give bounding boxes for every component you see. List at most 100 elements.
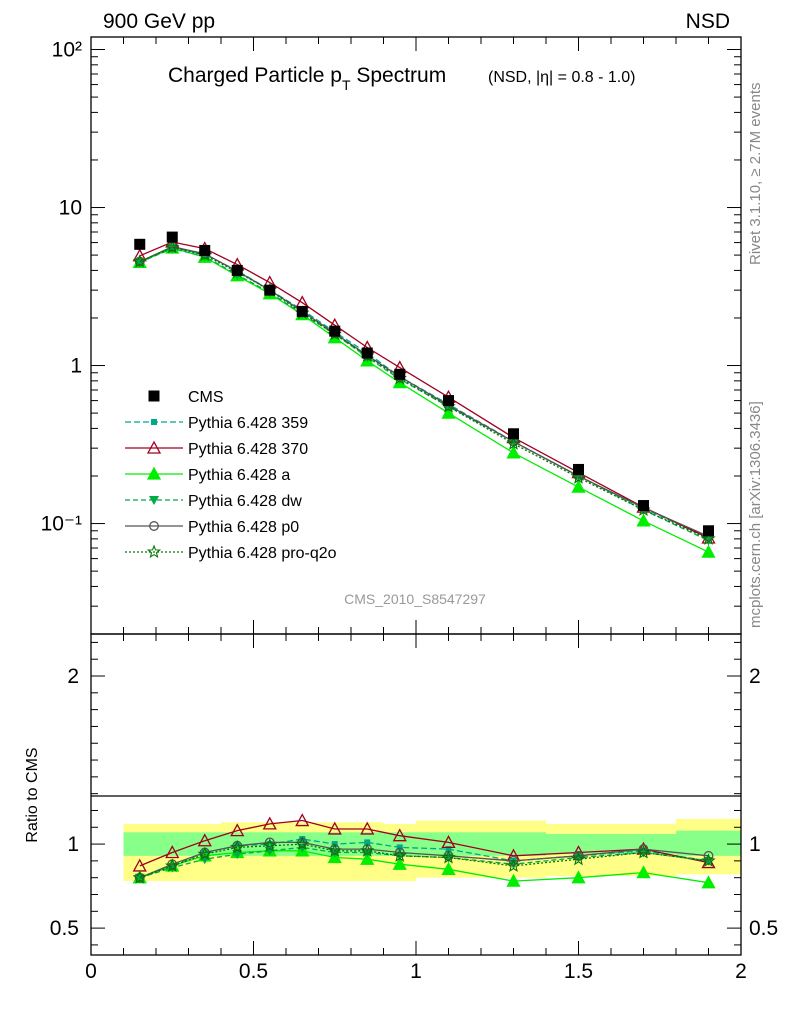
series-point-pythia-6-428-a <box>506 445 521 459</box>
x-tick-label: 2 <box>735 960 747 983</box>
series-point-pythia-6-428-pro-q2o <box>571 470 586 484</box>
y-tick-label: 1 <box>70 355 82 378</box>
x-tick-label: 0.5 <box>239 960 268 983</box>
legend-marker-pythia-6-428-p0 <box>149 521 159 531</box>
ratio-point-pythia-6-428-dw <box>264 846 275 856</box>
ratio-line-pythia-6-428-a <box>139 850 709 884</box>
data-point-cms <box>508 428 519 440</box>
ratio-point-pythia-6-428-370 <box>230 823 245 837</box>
data-point-cms <box>361 347 373 359</box>
ratio-point-pythia-6-428-p0 <box>638 844 649 855</box>
series-point-pythia-6-428-a <box>571 479 586 493</box>
ratio-point-pythia-6-428-p0 <box>508 855 519 866</box>
data-point-cms <box>199 244 211 256</box>
legend-marker-pythia-6-428-dw <box>149 496 159 505</box>
series-point-pythia-6-428-pro-q2o <box>132 254 147 268</box>
ratio-point-pythia-6-428-359 <box>396 844 403 851</box>
ratio-marks <box>132 813 716 889</box>
ratio-point-pythia-6-428-370 <box>262 816 277 830</box>
band-inner <box>481 832 546 856</box>
ratio-point-pythia-6-428-pro-q2o <box>441 849 456 864</box>
ratio-panel: 0.5 0.5 1 1 2 2 0 0.5 1 1.5 2 Ratio to CMS <box>24 633 778 983</box>
ratio-line-pythia-6-428-p0 <box>139 841 709 879</box>
band-inner <box>416 832 481 856</box>
data-point-cms <box>573 463 584 475</box>
band-inner <box>123 832 156 856</box>
legend-label-pythia-6-428-359: Pythia 6.428 359 <box>188 415 308 432</box>
ratio-point-pythia-6-428-a <box>636 865 651 879</box>
ratio-point-pythia-6-428-a <box>360 851 375 865</box>
series-point-pythia-6-428-pro-q2o <box>701 531 716 545</box>
ratio-line-pythia-6-428-dw <box>139 846 709 879</box>
legend-marker-pythia-6-428-370 <box>146 440 162 454</box>
ratio-point-pythia-6-428-pro-q2o <box>165 858 180 873</box>
series-point-pythia-6-428-a <box>441 405 456 419</box>
ratio-point-pythia-6-428-pro-q2o <box>197 846 212 861</box>
chart-title: Charged Particle pT Spectrum <box>168 64 446 93</box>
ratio-line-pythia-6-428-pro-q2o <box>139 843 709 879</box>
legend: CMS Pythia 6.428 359 Pythia 6.428 370 Pythi… <box>125 389 337 562</box>
y-tick-label: 10⁻¹ <box>41 513 82 536</box>
ratio-point-pythia-6-428-pro-q2o <box>392 848 407 862</box>
band-inner <box>546 833 611 855</box>
legend-label-pythia-6-428-370: Pythia 6.428 370 <box>188 441 308 458</box>
y-tick-label: 10 <box>59 197 82 220</box>
ratio-point-pythia-6-428-pro-q2o <box>571 851 586 866</box>
series-point-pythia-6-428-pro-q2o <box>506 436 521 450</box>
header-left: 900 GeV pp <box>103 10 215 33</box>
ratio-point-pythia-6-428-pro-q2o <box>360 843 375 857</box>
data-point-cms <box>166 231 178 243</box>
data-point-cms <box>638 500 649 512</box>
ratio-point-pythia-6-428-p0 <box>394 847 405 858</box>
series-point-pythia-6-428-pro-q2o <box>165 239 180 254</box>
side-text-rivet: Rivet 3.1.10, ≥ 2.7M events <box>747 83 764 266</box>
ratio-point-pythia-6-428-p0 <box>573 850 584 861</box>
ratio-point-pythia-6-428-370 <box>392 828 407 842</box>
ratio-point-pythia-6-428-359 <box>445 846 452 853</box>
analysis-watermark: CMS_2010_S8547297 <box>344 591 486 607</box>
ratio-point-pythia-6-428-dw <box>199 855 210 865</box>
ratio-point-pythia-6-428-370 <box>165 845 180 859</box>
ratio-y-tick-label-left: 0.5 <box>50 917 79 940</box>
ratio-point-pythia-6-428-dw <box>232 850 243 860</box>
legend-marker-pythia-6-428-a <box>146 466 162 480</box>
data-point-cms <box>329 325 341 337</box>
ratio-y-tick-label-right: 0.5 <box>749 917 778 940</box>
legend-label-pythia-6-428-dw: Pythia 6.428 dw <box>188 493 302 510</box>
legend-marker-pythia-6-428-pro-q2o <box>146 544 162 559</box>
ratio-line-pythia-6-428-370 <box>139 819 709 867</box>
legend-label-cms: CMS <box>188 389 224 406</box>
x-tick-label: 0 <box>85 960 97 983</box>
data-point-cms <box>703 525 714 537</box>
data-point-cms <box>134 238 146 250</box>
legend-label-pythia-6-428-p0: Pythia 6.428 p0 <box>188 519 299 536</box>
ratio-point-pythia-6-428-pro-q2o <box>506 858 521 873</box>
legend-label-pythia-6-428-pro-q2o: Pythia 6.428 pro-q2o <box>188 545 337 562</box>
data-point-cms <box>443 395 454 407</box>
chart-title-note: (NSD, |η| = 0.8 - 1.0) <box>488 69 635 86</box>
data-point-cms <box>264 284 276 296</box>
ratio-y-tick-label-left: 2 <box>67 665 79 688</box>
legend-marker-pythia-6-428-359 <box>151 419 157 425</box>
ratio-y-tick-label-right: 1 <box>749 833 761 856</box>
x-tick-label: 1.5 <box>564 960 593 983</box>
ratio-point-pythia-6-428-a <box>441 861 456 875</box>
ratio-point-pythia-6-428-359 <box>364 839 371 846</box>
ratio-point-pythia-6-428-pro-q2o <box>132 870 147 884</box>
ratio-point-pythia-6-428-p0 <box>703 850 714 861</box>
data-point-cms <box>231 264 243 276</box>
ratio-point-pythia-6-428-370 <box>441 835 456 849</box>
side-text-mcplots: mcplots.cern.ch [arXiv:1306.3436] <box>747 401 764 628</box>
ratio-point-pythia-6-428-pro-q2o <box>327 843 342 857</box>
ratio-point-pythia-6-428-a <box>392 856 407 870</box>
ratio-y-tick-label-left: 1 <box>67 833 79 856</box>
ratio-ylabel: Ratio to CMS <box>24 747 41 842</box>
legend-marker-cms <box>148 390 160 402</box>
ratio-point-pythia-6-428-370 <box>360 821 375 835</box>
ratio-point-pythia-6-428-370 <box>327 821 342 835</box>
ratio-point-pythia-6-428-370 <box>295 813 310 827</box>
ratio-point-pythia-6-428-a <box>571 870 586 884</box>
spectrum-marks <box>132 231 716 558</box>
ratio-y-tick-label-right: 2 <box>749 665 761 688</box>
